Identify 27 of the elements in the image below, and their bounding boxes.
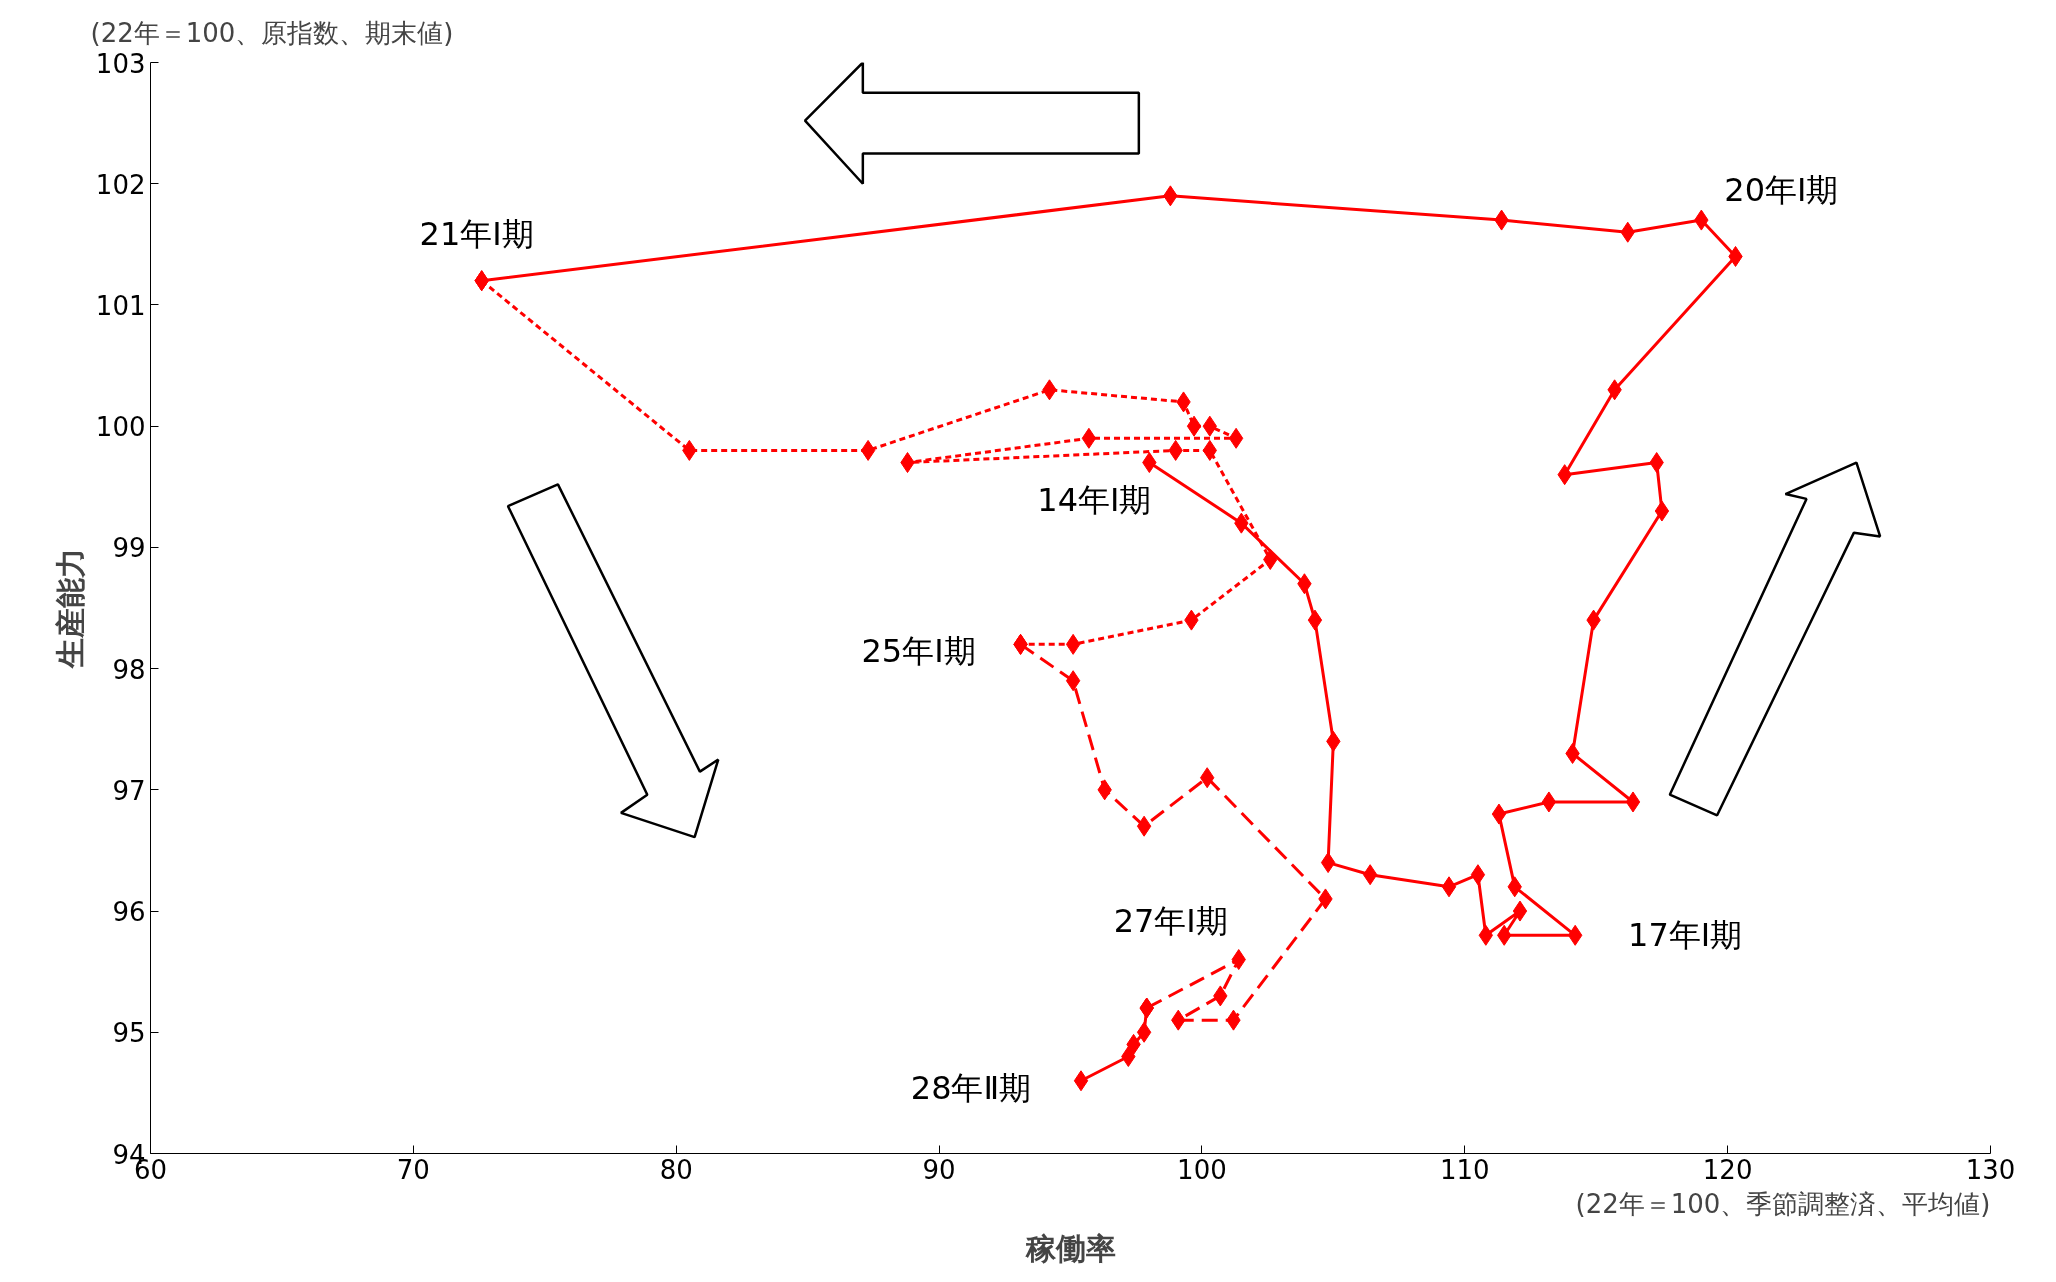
text: (22年＝100、季節調整済、平均値): [1575, 1188, 1991, 1219]
y-tick-label: 96: [112, 897, 146, 928]
y-tick-label: 102: [95, 169, 146, 200]
x-tick-label: 80: [659, 1154, 693, 1185]
x-tick-label: 90: [922, 1154, 956, 1185]
y-tick-label: 95: [112, 1018, 146, 1049]
annotation: 21年Ⅰ期: [419, 214, 534, 253]
x-tick-label: 100: [1177, 1154, 1227, 1185]
annotation: 28年Ⅱ期: [910, 1068, 1032, 1107]
annotation: 27年Ⅰ期: [1113, 901, 1228, 940]
annotation: 17年Ⅰ期: [1628, 916, 1743, 955]
y-tick-label: 99: [112, 533, 146, 564]
y-tick-label: 98: [112, 654, 146, 685]
y-tick-label: 100: [95, 412, 146, 443]
y-tick-label: 97: [112, 775, 146, 806]
annotation: 14年Ⅰ期: [1037, 480, 1152, 519]
annotation: 20年Ⅰ期: [1724, 171, 1839, 210]
x-tick-label: 70: [396, 1154, 430, 1185]
x-tick-label: 120: [1702, 1154, 1753, 1185]
y-tick-label: 103: [95, 48, 146, 79]
x-tick-label: 110: [1439, 1154, 1490, 1185]
annotation: 25年Ⅰ期: [861, 632, 976, 671]
x-axis-title: 稼働率: [1024, 1230, 1116, 1266]
x-tick-label: 130: [1965, 1154, 2016, 1185]
y-axis-title: 生産能力: [52, 548, 88, 669]
y-tick-label: 101: [95, 290, 146, 321]
text: (22年＝100、原指数、期末値): [90, 17, 454, 48]
